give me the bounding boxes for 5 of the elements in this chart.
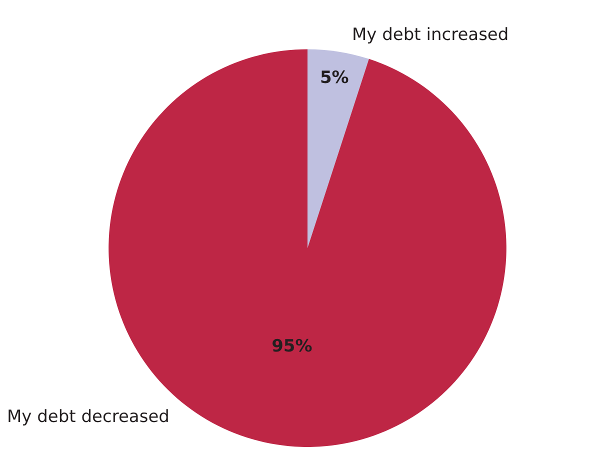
- data-label: 5%: [320, 68, 349, 88]
- pie-slice: [308, 49, 369, 248]
- slice-label: My debt decreased: [7, 407, 170, 427]
- data-label: 95%: [272, 336, 312, 356]
- slice-label: My debt increased: [352, 25, 509, 45]
